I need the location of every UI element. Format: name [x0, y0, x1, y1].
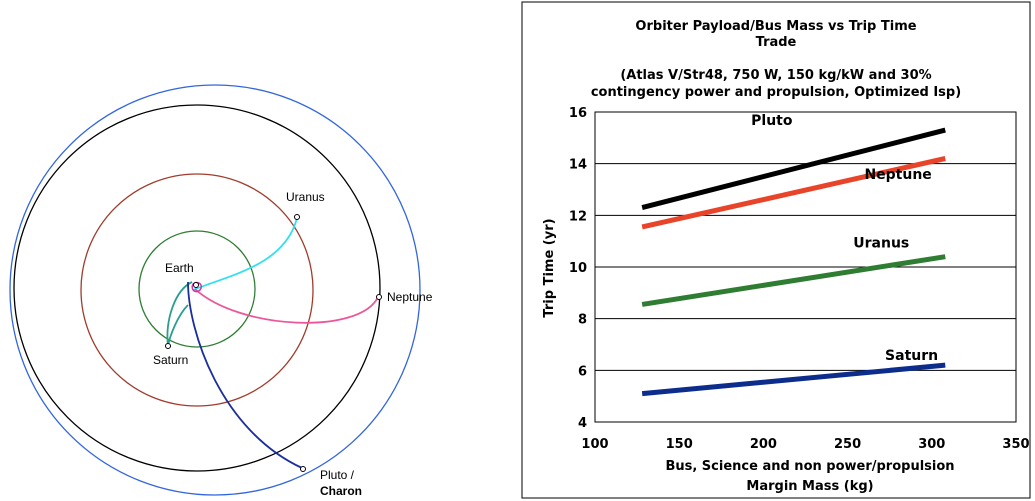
y-tick-label: 12	[569, 209, 587, 224]
orbit-diagram: Earth Saturn Uranus Neptune Pluto / Char…	[9, 84, 433, 498]
saturn-series-label: Saturn	[885, 348, 938, 364]
pluto-series-label: Pluto	[751, 113, 793, 129]
y-axis-title: Trip Time (yr)	[542, 218, 557, 317]
x-axis-title-line1: Bus, Science and non power/propulsion	[665, 459, 954, 474]
saturn-label: Saturn	[153, 353, 188, 367]
plot-area-frame	[594, 111, 1017, 423]
pluto-label-line2: Charon	[320, 484, 362, 498]
uranus-orbit	[80, 173, 314, 407]
x-axis-title-line2: Margin Mass (kg)	[746, 479, 873, 494]
x-tick-labels: 100 150 200 250 300 350	[581, 437, 1029, 452]
neptune-label: Neptune	[387, 290, 433, 304]
pluto-trajectory	[187, 281, 303, 469]
earth-label: Earth	[165, 261, 194, 275]
pluto-marker	[300, 466, 306, 472]
chart-subtitle-line1: (Atlas V/Str48, 750 W, 150 kg/kW and 30%	[620, 68, 931, 83]
pluto-label-line1: Pluto /	[320, 468, 355, 482]
chart-subtitle-line2: contingency power and propulsion, Optimi…	[591, 85, 961, 100]
x-tick-label: 150	[666, 437, 693, 452]
y-tick-label: 14	[569, 158, 587, 173]
uranus-trajectory	[192, 217, 298, 291]
uranus-marker	[294, 214, 300, 220]
x-tick-label: 200	[750, 437, 777, 452]
earth-marker	[193, 282, 199, 288]
uranus-series-label: Uranus	[853, 236, 909, 252]
neptune-trajectory	[194, 288, 379, 324]
saturn-series-line	[641, 362, 946, 397]
y-tick-label: 16	[569, 106, 587, 121]
x-tick-label: 100	[581, 437, 608, 452]
saturn-orbit	[138, 230, 256, 348]
x-tick-label: 350	[1002, 437, 1029, 452]
x-tick-label: 250	[834, 437, 861, 452]
neptune-marker	[376, 294, 382, 300]
y-tick-label: 10	[569, 261, 587, 276]
chart-title-line1: Orbiter Payload/Bus Mass vs Trip Time	[635, 19, 916, 34]
pluto-orbit	[9, 84, 421, 496]
saturn-marker	[165, 343, 171, 349]
chart-frame	[521, 1, 1031, 499]
series-lines: Pluto Neptune Uranus Saturn	[641, 113, 946, 397]
chart-title-line2: Trade	[756, 35, 797, 50]
pluto-series-line	[641, 127, 946, 211]
neptune-series-label: Neptune	[864, 167, 931, 183]
x-tick-label: 300	[918, 437, 945, 452]
y-tick-label: 6	[578, 364, 587, 379]
neptune-orbit	[13, 104, 381, 472]
y-tick-label: 4	[578, 416, 587, 431]
uranus-label: Uranus	[286, 190, 325, 204]
y-tick-label: 8	[578, 313, 587, 328]
uranus-series-line	[641, 254, 946, 307]
trip-time-chart: Orbiter Payload/Bus Mass vs Trip Time Tr…	[521, 1, 1031, 499]
y-tick-labels: 4 6 8 10 12 14 16	[569, 106, 587, 431]
neptune-series-line	[641, 156, 946, 230]
